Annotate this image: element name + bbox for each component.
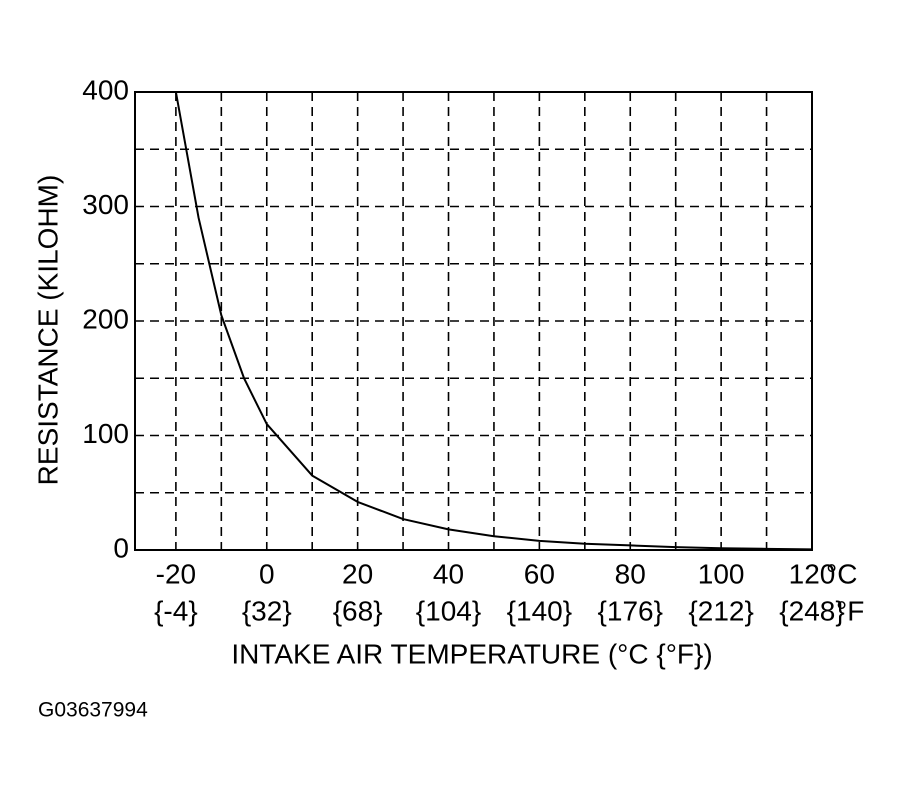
line-series (174, 91, 813, 551)
x-axis-title: INTAKE AIR TEMPERATURE (°C {°F}) (231, 638, 712, 669)
x-tick-label: 60 (524, 558, 555, 589)
y-tick-label: 100 (82, 418, 129, 449)
x-tick-label: 40 (433, 558, 464, 589)
x2-tick-label: {212} (688, 595, 753, 626)
caption: G03637994 (38, 699, 148, 722)
plot-frame (134, 91, 813, 551)
y-tick-label: 0 (113, 532, 129, 563)
y-axis-title: RESISTANCE (KILOHM) (32, 175, 63, 486)
x-tick-label: 0 (259, 558, 275, 589)
x2-tick-label: {140} (507, 595, 572, 626)
x-tick-label: 100 (698, 558, 745, 589)
x2-tick-label: {248} (779, 595, 844, 626)
y-tick-label: 400 (82, 74, 129, 105)
x2-tick-label: {32} (242, 595, 292, 626)
x2-tick-label: {-4} (154, 595, 198, 626)
x-tick-label: 20 (342, 558, 373, 589)
x-tick-label: -20 (156, 558, 196, 589)
x2-unit: °F (836, 595, 864, 626)
y-tick-label: 300 (82, 189, 129, 220)
x2-tick-label: {68} (333, 595, 383, 626)
x-tick-label: 120 (789, 558, 836, 589)
x2-tick-label: {104} (416, 595, 481, 626)
x2-tick-label: {176} (598, 595, 663, 626)
x-tick-label: 80 (615, 558, 646, 589)
x-unit: °C (826, 558, 857, 589)
y-tick-label: 200 (82, 303, 129, 334)
